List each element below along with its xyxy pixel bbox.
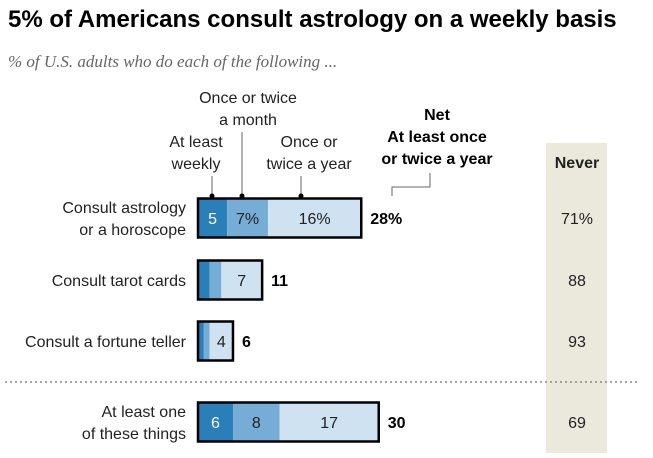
never-column-background [546, 143, 607, 453]
category-label: Consult astrology [62, 200, 186, 217]
bar-value-label: 7% [236, 211, 259, 228]
legend-label: twice a year [266, 156, 352, 173]
bar-value-label: 6 [211, 415, 220, 432]
category-label: Consult a fortune teller [25, 334, 187, 351]
category-label: At least one [102, 404, 187, 421]
bar-segment [198, 198, 228, 238]
never-value-label: 71% [561, 211, 593, 228]
bar-outline [196, 320, 235, 362]
bar-segment [209, 321, 233, 361]
bar-segment [198, 260, 210, 300]
chart-title: 5% of Americans consult astrology on a w… [8, 6, 617, 33]
never-value-label: 69 [568, 415, 586, 432]
legend-label: At least [169, 134, 223, 151]
net-header: Net [424, 107, 450, 124]
bar-segment [221, 260, 263, 300]
bar-segment [279, 402, 379, 442]
bar-value-label: 7 [237, 273, 246, 290]
category-label: of these things [82, 426, 186, 443]
never-header: Never [555, 155, 599, 172]
bar-segment [267, 198, 362, 238]
net-value-label: 28% [370, 211, 402, 228]
bar-value-label: 5 [208, 211, 217, 228]
chart-subtitle: % of U.S. adults who do each of the foll… [8, 52, 338, 71]
legend-label: a month [219, 112, 277, 129]
legend-label: weekly [171, 156, 221, 173]
net-header: or twice a year [381, 151, 492, 168]
bar-segment [227, 198, 268, 238]
legend-leader-dot [209, 193, 215, 199]
category-label: or a horoscope [79, 222, 186, 239]
legend-leader-dot [239, 193, 245, 199]
bar-value-label: 8 [252, 415, 261, 432]
bar-segment [232, 402, 280, 442]
net-header: At least once [387, 129, 487, 146]
bar-outline [196, 401, 380, 443]
bar-segment [198, 402, 233, 442]
bar-segment [198, 321, 204, 361]
bar-outline [196, 259, 264, 301]
bar-outline [196, 197, 363, 239]
never-value-label: 93 [568, 334, 586, 351]
bar-segment [209, 260, 222, 300]
bar-value-label: 16% [299, 211, 331, 228]
legend-label: Once or [281, 134, 339, 151]
net-value-label: 11 [271, 273, 288, 290]
category-label: Consult tarot cards [52, 273, 186, 290]
legend-label: Once or twice [199, 90, 297, 107]
net-value-label: 6 [242, 334, 251, 351]
bar-segment [203, 321, 210, 361]
net-value-label: 30 [388, 415, 406, 432]
bar-value-label: 4 [217, 334, 226, 351]
never-value-label: 88 [568, 273, 586, 290]
legend-leader-dot [298, 193, 304, 199]
bar-value-label: 17 [320, 415, 338, 432]
net-bracket-line [391, 173, 431, 196]
